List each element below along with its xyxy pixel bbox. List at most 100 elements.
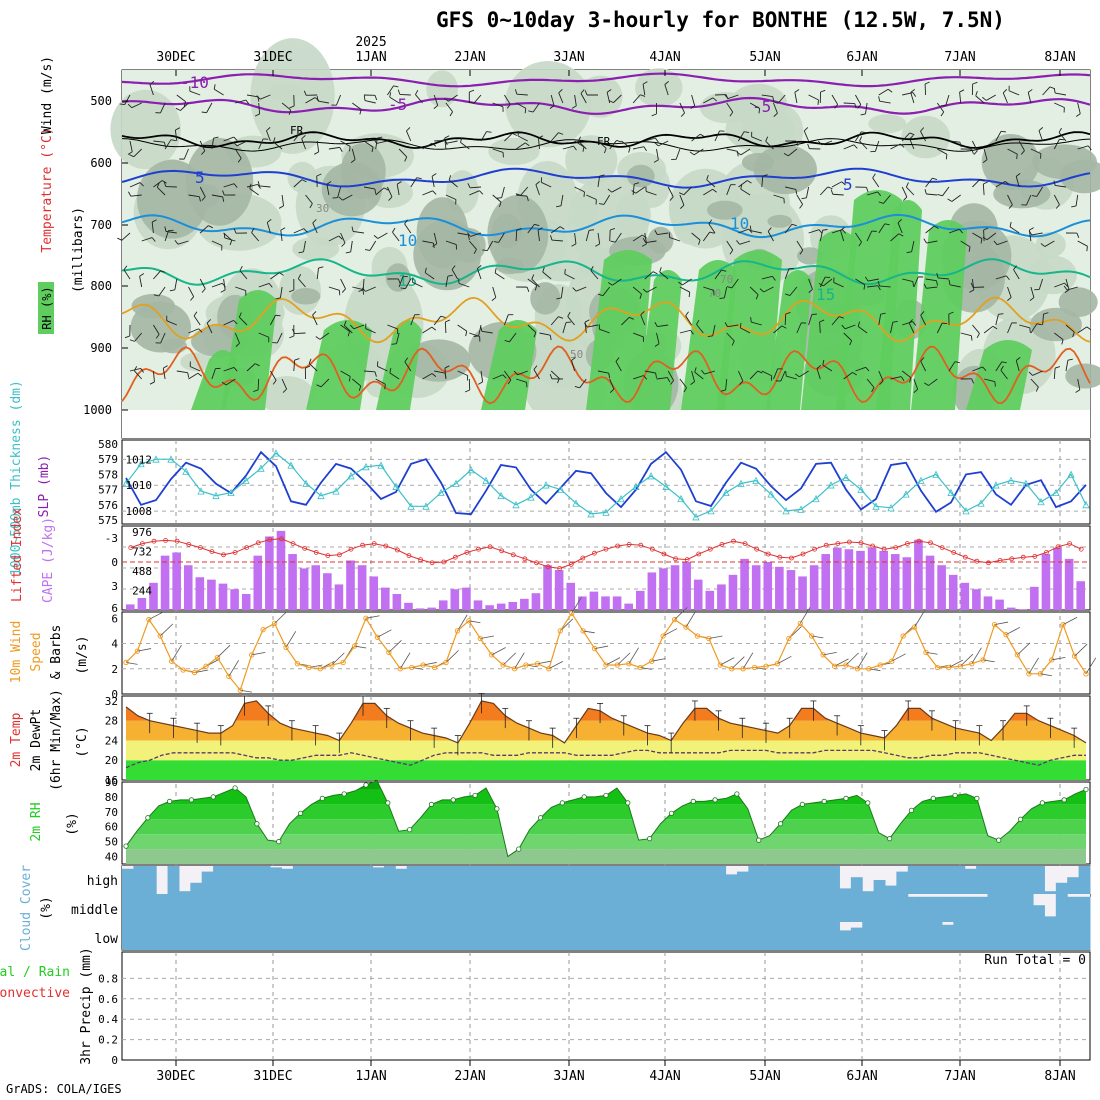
wind-barb (694, 371, 704, 380)
wind-barb-flag (478, 381, 483, 385)
cloud-bar-low (509, 922, 522, 950)
cloud-bar-high (919, 866, 932, 894)
wind-barb (342, 194, 353, 201)
wind-barb-flag (1071, 205, 1077, 208)
wind-barb (788, 148, 798, 157)
thickness-point (512, 500, 520, 509)
wind-barb-flag (822, 359, 825, 366)
wind-barb-flag (309, 203, 313, 209)
wind-barb-flag (175, 107, 181, 111)
wind-barb (550, 316, 559, 326)
wind-barb (773, 102, 778, 114)
temp-tick-label: 32 (105, 695, 118, 708)
contour-label: 10 (398, 231, 417, 250)
cape-bar (937, 565, 946, 610)
wind-barb-flag (117, 237, 123, 241)
cloud-bar-high (805, 866, 818, 894)
cape-bar (972, 589, 981, 610)
wind-barb-flag (912, 321, 917, 326)
wind-barb-flag (477, 265, 482, 269)
wind-barb-flag (358, 289, 364, 292)
cloud-bar-middle (531, 894, 544, 922)
wind-barb-flag (970, 335, 973, 341)
wind-barb-flag (1015, 173, 1021, 177)
wind-barb (913, 378, 919, 390)
wind-barb (249, 188, 259, 196)
wind-barb-flag (765, 136, 769, 142)
wind-barb (632, 375, 644, 380)
rh-tick-label: 40 (105, 851, 118, 864)
cloud-bar-high (144, 866, 157, 894)
wind-barb-flag (514, 89, 518, 95)
cloud-bar-middle (315, 894, 328, 922)
rh-contour-mid (259, 375, 315, 415)
cape-bar (1053, 547, 1062, 610)
wind-barb (789, 286, 798, 296)
wind-barb-small (640, 667, 652, 670)
wind-barb (675, 148, 681, 160)
wind-barb (211, 368, 216, 380)
wind-barb (571, 360, 576, 372)
rh-point (647, 836, 653, 842)
wind-barb (123, 269, 131, 280)
wind-barb-flag (689, 151, 695, 156)
wind-barb (599, 328, 610, 334)
cape-bar (438, 600, 448, 610)
wind-barb-flag (982, 236, 988, 241)
wind-barb (353, 324, 365, 330)
wind-barb (737, 370, 744, 382)
wind-barb (803, 130, 810, 142)
wind-barb (703, 188, 713, 196)
wind-barb-flag (392, 227, 396, 233)
rh-point (123, 843, 129, 849)
wind-barb-flag (201, 288, 206, 293)
wind-barb-flag (920, 311, 925, 316)
wind-barb (1054, 332, 1064, 340)
wind-barb-flag (444, 97, 449, 102)
wind-barb (153, 270, 161, 280)
wind-barb (492, 374, 504, 380)
cloud-bar-high (839, 888, 852, 894)
wind-barb (445, 102, 453, 112)
thickness-point (242, 476, 250, 484)
wind-barb-small (914, 610, 925, 628)
cloud-bar-middle (520, 894, 533, 922)
wind-barb-flag (655, 372, 657, 378)
wind-barb (180, 102, 189, 111)
wind-barb (612, 278, 622, 286)
wind-barb (312, 222, 318, 234)
rh-point (974, 795, 980, 802)
wind-barb-flag (1007, 297, 1012, 301)
cloud-bar-middle (873, 894, 886, 922)
wind-barb-flag (222, 196, 225, 202)
cloud-bar-high (395, 868, 408, 894)
wind-barb-flag (631, 190, 637, 194)
wind-barb (363, 370, 376, 373)
wind-barb (740, 148, 751, 156)
wind-barb-flag (871, 387, 875, 393)
wind-barb-flag (526, 196, 529, 202)
wind-barb (1053, 367, 1056, 380)
wind-barb (352, 378, 362, 387)
rh-point (385, 800, 391, 806)
cloud-bar-low (475, 922, 487, 950)
rh-saturated-column (376, 320, 422, 410)
wind-barb-flag (759, 288, 764, 293)
wind-barb-flag (279, 272, 284, 276)
wind-barb-flag (406, 127, 411, 132)
wind-barb-flag (431, 142, 437, 147)
wind-barb-flag (163, 365, 168, 369)
precip-tick-label: 0.8 (98, 972, 118, 985)
rh-contour-dark (1065, 363, 1100, 389)
wind-barb-flag (615, 357, 620, 362)
wind-barb (780, 370, 786, 382)
wind-barb (738, 131, 745, 142)
wind-barb-flag (678, 281, 683, 286)
wind-barb-flag (374, 188, 377, 194)
cape-bar (334, 584, 344, 610)
wind-barb (188, 372, 199, 380)
cloud-bar-high (372, 867, 385, 894)
thickness-point (1067, 470, 1075, 478)
wind-barb-flag (858, 241, 862, 247)
wind-barb (134, 332, 143, 342)
